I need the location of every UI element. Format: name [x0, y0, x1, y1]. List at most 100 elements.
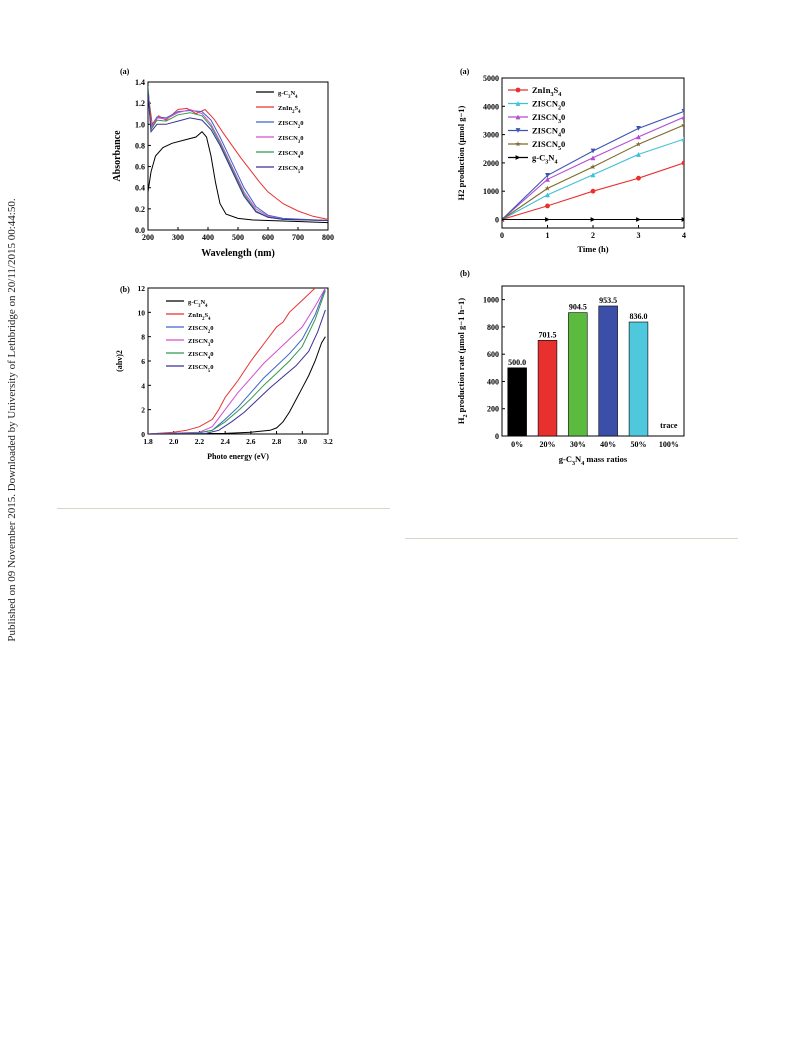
- legend-label: ZnIn2S4: [278, 105, 301, 115]
- x-tick-label: 1.8: [143, 437, 153, 446]
- x-tick-label: 2.4: [220, 437, 230, 446]
- legend-label: g-C3N4: [188, 299, 208, 309]
- x-tick-label: 700: [292, 233, 304, 242]
- x-tick-label: 4: [682, 231, 686, 240]
- y-tick-label: 8: [141, 333, 145, 342]
- x-tick-label: 2.0: [169, 437, 179, 446]
- bar: [507, 367, 527, 437]
- data-point: [635, 141, 642, 147]
- panel-label: (b): [120, 285, 130, 294]
- y-tick-label: 4: [141, 381, 145, 390]
- bar: [568, 312, 588, 437]
- bar: [537, 340, 558, 437]
- legend-label: ZISCN30: [278, 135, 303, 145]
- x-tick-label: 300: [172, 233, 184, 242]
- x-tick-label: 500: [232, 233, 244, 242]
- publication-note: Published on 09 November 2015. Downloade…: [4, 198, 20, 641]
- y-tick-label: 0.0: [135, 226, 145, 235]
- x-tick-label: 3.2: [323, 437, 333, 446]
- x-tick-label: 200: [142, 233, 154, 242]
- x-tick-label: 40%: [600, 440, 616, 449]
- data-point: [515, 155, 521, 160]
- y-tick-label: 0: [495, 216, 499, 225]
- legend-label: ZISCN20: [278, 120, 303, 130]
- bar-value-label: trace: [660, 421, 678, 430]
- legend-label: ZnIn2S4: [188, 312, 211, 322]
- legend: g-C3N4 ZnIn2S4 ZISCN20 ZISCN30 ZISCN40 ZISCN5…: [256, 90, 303, 175]
- series-line: [148, 92, 328, 221]
- data-point: [636, 134, 641, 140]
- y-tick-label: 0: [495, 432, 499, 441]
- x-tick-label: 400: [202, 233, 214, 242]
- y-tick-label: 1000: [483, 187, 499, 196]
- y-tick-label: 6: [141, 357, 145, 366]
- data-point: [590, 163, 596, 170]
- data-point: [515, 87, 521, 93]
- data-point: [590, 155, 596, 161]
- data-point: [515, 141, 521, 147]
- y-tick-label: 400: [487, 377, 499, 386]
- x-tick-label: 30%: [570, 440, 586, 449]
- bar-value-label: 500.0: [508, 358, 526, 367]
- data-point: [545, 203, 550, 209]
- x-tick-label: 3: [637, 231, 641, 240]
- x-tick-label: 20%: [540, 440, 556, 449]
- series-line: [148, 336, 326, 434]
- data-point: [590, 172, 596, 178]
- legend-label: ZISCN50: [188, 364, 213, 374]
- series-group: [148, 288, 326, 434]
- legend-label: ZISCN20: [188, 325, 213, 335]
- x-axis-label: Wavelength (nm): [201, 248, 275, 259]
- bar-value-label: 904.5: [569, 303, 587, 312]
- data-point: [636, 152, 641, 157]
- bar-value-label: 836.0: [630, 312, 648, 321]
- x-tick-label: 3.0: [298, 437, 308, 446]
- bar: [598, 305, 618, 437]
- legend-label: ZnIn3S4: [532, 85, 561, 98]
- y-tick-label: 1.0: [135, 120, 145, 129]
- h2-production-time-chart: 0 1 2 3 4 0 1000 2000 3000 4000 5000 (a) Time (h) H2 …: [456, 67, 686, 254]
- legend-label: ZISCN20: [532, 99, 565, 112]
- legend: ZnIn3S4ZISCN20ZISCN30ZISCN40ZISCN50g-C3N…: [508, 85, 565, 166]
- data-point: [681, 217, 684, 222]
- data-point: [515, 114, 521, 120]
- y-tick-label: 1.2: [135, 99, 145, 108]
- data-point: [681, 108, 684, 114]
- y-tick-label: 10: [138, 308, 146, 317]
- x-tick-label: 600: [262, 233, 274, 242]
- left-divider: [57, 508, 390, 509]
- x-tick-label: 0: [500, 231, 504, 240]
- series-line: [148, 288, 316, 434]
- x-axis-label: Photo energy (eV): [207, 452, 269, 461]
- data-point: [515, 128, 521, 133]
- y-tick-label: 600: [487, 350, 499, 359]
- plot-frame: [501, 285, 685, 437]
- y-tick-label: 0.8: [135, 141, 145, 150]
- series-group: [502, 108, 684, 222]
- data-point: [636, 175, 641, 181]
- y-tick-label: 4000: [483, 102, 499, 111]
- legend-label: ZISCN50: [532, 139, 565, 152]
- data-point: [681, 160, 684, 166]
- y-tick-label: 800: [487, 323, 499, 332]
- right-divider: [405, 538, 738, 539]
- x-axis-label: g-C3N4 mass ratios: [559, 454, 628, 467]
- x-tick-label: 2.2: [195, 437, 205, 446]
- y-axis-label: Absorbance: [112, 130, 123, 182]
- legend-label: ZISCN40: [532, 126, 565, 139]
- y-tick-label: 5000: [483, 74, 499, 83]
- data-point: [544, 185, 551, 191]
- panel-label: (b): [460, 269, 470, 278]
- y-tick-label: 0.2: [135, 205, 145, 214]
- data-point: [502, 218, 505, 221]
- legend-label: g-C3N4: [532, 153, 558, 166]
- series-line: [148, 290, 326, 434]
- data-point: [515, 101, 521, 106]
- legend-label: ZISCN40: [188, 351, 213, 361]
- data-point: [545, 176, 550, 182]
- data-point: [545, 172, 550, 178]
- y-tick-label: 12: [138, 284, 146, 293]
- y-axis-label: (ahv)2: [115, 350, 124, 372]
- x-tick-label: 1: [546, 231, 550, 240]
- h2-production-rate-chart: 0 200 400 600 800 1000 500.0 0% 701.5 20% 904.5 30%…: [456, 269, 685, 467]
